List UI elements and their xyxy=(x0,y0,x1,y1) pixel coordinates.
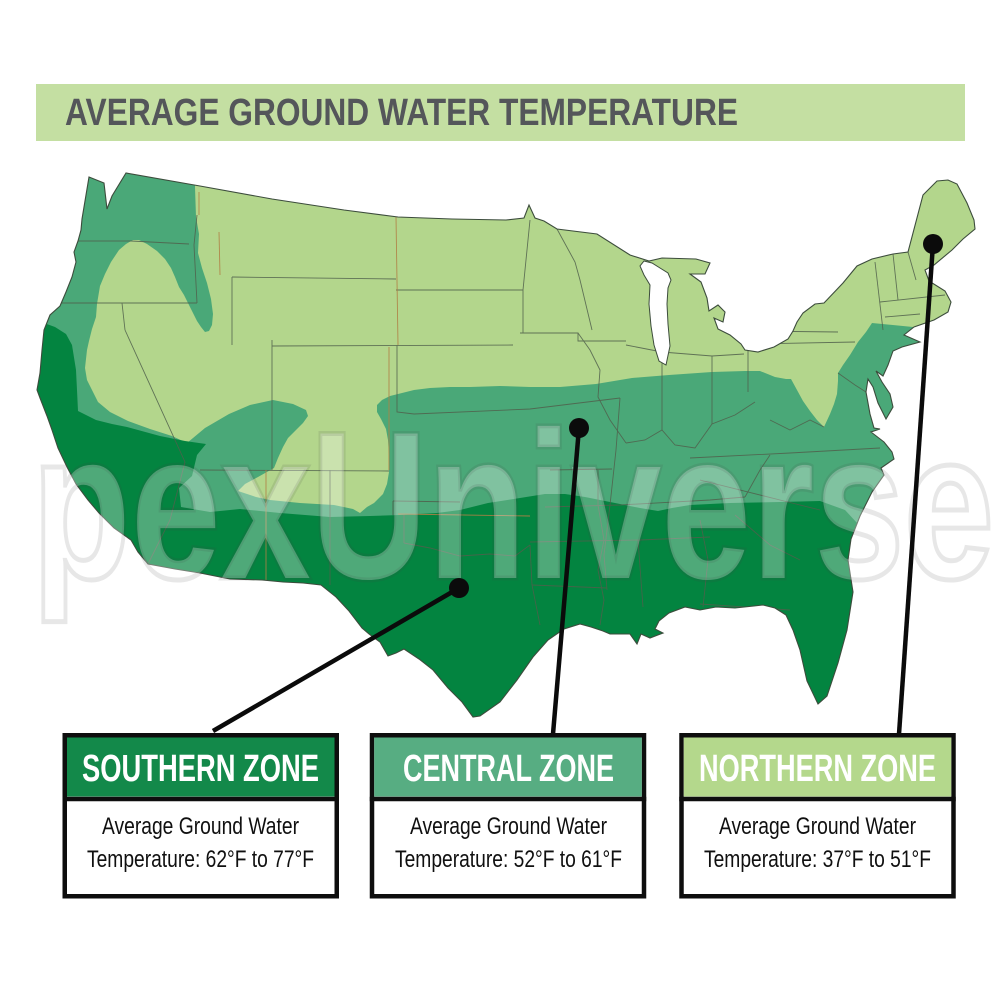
svg-text:Average Ground Water: Average Ground Water xyxy=(102,813,299,840)
svg-text:Temperature: 62°F to 77°F: Temperature: 62°F to 77°F xyxy=(87,846,314,873)
svg-text:Temperature: 52°F to 61°F: Temperature: 52°F to 61°F xyxy=(395,846,622,873)
svg-text:CENTRAL ZONE: CENTRAL ZONE xyxy=(403,748,614,790)
svg-text:Temperature: 37°F to 51°F: Temperature: 37°F to 51°F xyxy=(704,846,931,873)
svg-text:AVERAGE GROUND WATER TEMPERATU: AVERAGE GROUND WATER TEMPERATURE xyxy=(65,92,738,134)
svg-text:NORTHERN ZONE: NORTHERN ZONE xyxy=(699,748,936,790)
svg-text:SOUTHERN ZONE: SOUTHERN ZONE xyxy=(82,748,319,790)
svg-text:Average Ground Water: Average Ground Water xyxy=(410,813,607,840)
svg-text:pexUniverse: pexUniverse xyxy=(32,388,994,623)
svg-text:Average Ground Water: Average Ground Water xyxy=(719,813,916,840)
